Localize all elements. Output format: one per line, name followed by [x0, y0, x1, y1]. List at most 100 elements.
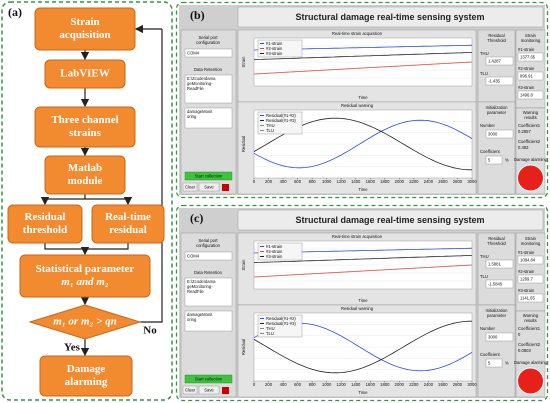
y-axis-label: Residual	[241, 136, 246, 152]
coefficient-name: Coefficient2	[518, 342, 541, 347]
serial-label: Serial port configuration	[196, 238, 221, 248]
warning-label: Warning results	[523, 313, 539, 323]
save-button[interactable]	[198, 385, 220, 395]
coef-value: 5	[488, 157, 491, 162]
legend-text: #2-strain	[266, 46, 283, 51]
x-tick-label: 0	[253, 382, 256, 387]
strain-value: 1496.8	[520, 92, 533, 97]
threshold-box	[477, 232, 516, 306]
panels: (b) Structural damage real-time sensing s…	[175, 1, 549, 402]
start-button[interactable]	[184, 171, 233, 181]
legend	[257, 111, 303, 135]
stop-button[interactable]	[222, 387, 229, 394]
clear-button[interactable]	[182, 182, 198, 192]
coef-value: 5	[488, 360, 491, 365]
start-button-text: Start collection	[195, 173, 223, 178]
legend-text: Residual(#1-#3)	[266, 321, 296, 326]
flow-node-text: LabVIEW	[60, 68, 110, 80]
coefficient-name: Coefficient2	[518, 139, 541, 144]
x-tick-label: 2400	[424, 382, 434, 387]
flow-node	[91, 204, 165, 244]
flow-node	[39, 355, 133, 397]
legend	[257, 39, 303, 58]
x-tick-label: 2400	[424, 179, 434, 184]
file-value: damageMonit oring	[187, 312, 213, 322]
stop-button[interactable]	[222, 184, 229, 191]
signal-curve	[253, 320, 472, 374]
flow-node-text: residual	[109, 224, 147, 236]
software-panel: (b) Structural damage real-time sensing s…	[175, 1, 549, 199]
x-tick-label: 600	[294, 179, 302, 184]
x-tick-label: 200	[265, 382, 273, 387]
strain-field	[517, 52, 544, 62]
x-tick-label: 1800	[380, 382, 390, 387]
x-tick-label: 2000	[395, 382, 405, 387]
coefficient-value: 0.483	[518, 145, 529, 150]
panel-label: (c)	[190, 211, 203, 225]
coefficient-value: 0.2857	[518, 129, 531, 134]
strain-field	[517, 71, 544, 81]
flow-node	[34, 7, 136, 51]
file-value: damageMonit oring	[187, 109, 213, 119]
save-button[interactable]	[198, 182, 220, 192]
clear-button[interactable]	[182, 385, 198, 395]
signal-curve	[253, 119, 473, 169]
legend-text: #1-strain	[266, 244, 283, 249]
init-label: Initialization parameter	[486, 105, 509, 115]
coef-unit: %	[505, 360, 509, 365]
strain-name: #3-strain	[518, 288, 535, 293]
init-box	[477, 304, 516, 398]
x-axis-label: Time	[358, 95, 368, 100]
tlu-field	[485, 279, 514, 289]
number-label: Number	[480, 326, 495, 331]
flow-node-text: Statistical parameter	[36, 263, 135, 275]
x-tick-label: 1000	[322, 179, 332, 184]
strain-value: 1377.65	[520, 54, 536, 59]
thu-value: 1.4287	[488, 58, 501, 63]
number-field	[485, 332, 514, 342]
coefficient-name: Coefficient1	[518, 123, 541, 128]
tlu-value: -1.5845	[488, 281, 503, 286]
flow-node-text: acquisition	[59, 29, 110, 41]
thu-field	[485, 56, 514, 66]
x-tick-label: 2000	[395, 179, 405, 184]
thu-label: THU	[480, 254, 489, 259]
strain-field	[517, 90, 544, 100]
flow-node-text: strains	[69, 127, 102, 139]
x-tick-label: 0	[253, 179, 256, 184]
flow-node-text: Three channel	[51, 114, 118, 126]
legend-text: THU	[266, 123, 275, 128]
legend-text: Residual(#1-#2)	[266, 316, 296, 321]
monitoring-label: Strain monitoring	[521, 33, 541, 43]
x-axis-label: Time	[358, 390, 368, 395]
path-field	[184, 277, 233, 307]
strain-field	[517, 274, 544, 284]
save-button-text: Save	[204, 184, 214, 189]
start-button[interactable]	[184, 374, 233, 384]
signal-curve	[253, 255, 473, 263]
init-label: Initialization parameter	[486, 308, 509, 318]
flow-node	[7, 204, 83, 244]
tlu-field	[485, 76, 514, 86]
strain-value: 1289.7	[520, 276, 533, 281]
y-axis-label: Strain	[241, 56, 246, 68]
x-axis-label: Time	[358, 298, 368, 303]
alarm-light	[517, 367, 544, 395]
x-tick-label: 2200	[409, 382, 419, 387]
x-tick-label: 1600	[366, 179, 376, 184]
init-box	[477, 101, 516, 195]
coef-unit: %	[505, 157, 509, 162]
flow-node	[44, 59, 126, 89]
x-axis-label: Time	[358, 187, 368, 192]
x-tick-label: 1200	[337, 179, 347, 184]
x-tick-label: 800	[309, 179, 317, 184]
file-field	[184, 107, 233, 129]
x-tick-label: 1000	[322, 382, 332, 387]
x-tick-label: 1800	[380, 179, 390, 184]
coef-label: Coefficient	[480, 352, 501, 357]
number-label: Number	[480, 123, 495, 128]
x-tick-label: 1200	[337, 382, 347, 387]
strain-value: 1141.65	[520, 295, 535, 300]
